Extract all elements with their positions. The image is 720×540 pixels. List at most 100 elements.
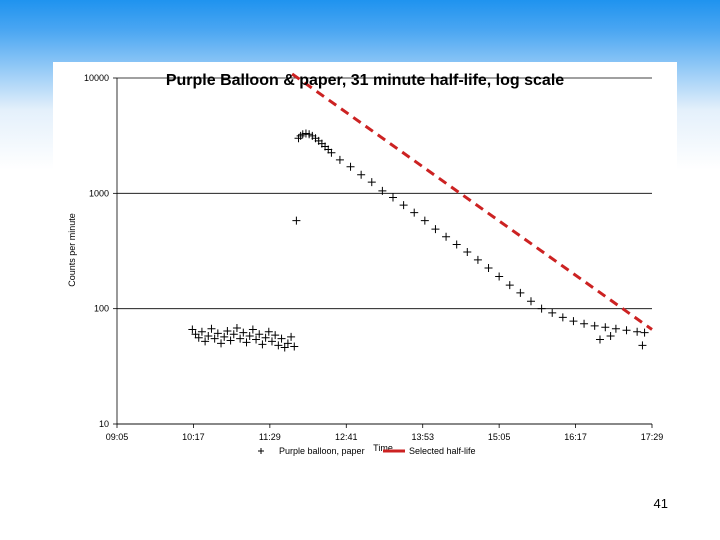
legend-label-halflife: Selected half-life (409, 446, 476, 456)
data-point (274, 341, 283, 350)
data-points (188, 129, 649, 352)
data-point (242, 338, 251, 347)
legend-label-balloon: Purple balloon, paper (279, 446, 365, 456)
x-tick-label: 09:05 (106, 432, 129, 442)
data-point (287, 332, 296, 341)
data-point (569, 317, 578, 326)
data-point (484, 264, 493, 273)
data-point (595, 335, 604, 344)
data-point (290, 342, 299, 351)
data-point (217, 339, 226, 348)
data-point (197, 327, 206, 336)
data-point (367, 178, 376, 187)
y-tick-label: 1000 (89, 188, 109, 198)
x-tick-label: 11:29 (259, 432, 281, 442)
data-point (638, 341, 647, 350)
y-tick-label: 100 (94, 304, 109, 314)
data-point (622, 326, 631, 335)
data-point (633, 327, 642, 336)
data-point (473, 255, 482, 264)
data-point (191, 330, 200, 339)
data-point (388, 193, 397, 202)
x-tick-label: 13:53 (411, 432, 434, 442)
data-point (601, 323, 610, 332)
y-tick-label: 10 (99, 419, 109, 429)
data-point (248, 325, 257, 334)
x-tick-label: 16:17 (564, 432, 587, 442)
data-point (516, 288, 525, 297)
data-point (410, 208, 419, 217)
data-point (324, 145, 333, 154)
data-point (207, 324, 216, 333)
data-point (271, 331, 280, 340)
data-point (463, 247, 472, 256)
chart-panel: 10 100 1000 10000 09:05 10:17 11:29 12:41 13:53 1… (53, 62, 677, 466)
data-point (399, 201, 408, 210)
data-point (226, 336, 235, 345)
data-point (558, 313, 567, 322)
data-point (378, 186, 387, 195)
data-point (452, 240, 461, 249)
data-point (495, 272, 504, 281)
data-point (264, 327, 273, 336)
data-point (213, 329, 222, 338)
data-point (252, 335, 261, 344)
data-point (255, 330, 264, 339)
data-point (188, 325, 197, 334)
data-point (261, 333, 270, 342)
data-point (201, 337, 210, 346)
x-tick-label: 12:41 (335, 432, 358, 442)
data-point (245, 331, 254, 340)
data-point (239, 328, 248, 337)
data-point (335, 155, 344, 164)
data-point (194, 333, 203, 342)
data-point (223, 327, 232, 336)
data-point (210, 334, 219, 343)
data-point (357, 170, 366, 179)
half-life-line (291, 72, 653, 331)
data-point (204, 331, 213, 340)
data-point (277, 334, 286, 343)
data-point (442, 232, 451, 241)
x-axis-label: Time (373, 443, 393, 453)
data-point (548, 308, 557, 317)
slide-number: 41 (653, 496, 668, 511)
data-point (505, 281, 514, 290)
x-tick-label: 10:17 (182, 432, 205, 442)
data-point (431, 225, 440, 234)
data-point (280, 343, 289, 352)
axes (113, 77, 653, 428)
data-point (640, 328, 649, 337)
data-point (590, 321, 599, 330)
data-point (537, 304, 546, 313)
data-point (292, 216, 301, 225)
data-point (420, 216, 429, 225)
data-point (258, 340, 267, 349)
data-point (296, 131, 305, 140)
data-point (305, 130, 314, 139)
data-point (220, 332, 229, 341)
data-point (232, 323, 241, 332)
data-point (611, 324, 620, 333)
x-tick-label: 17:29 (641, 432, 664, 442)
tick-labels: 10 100 1000 10000 09:05 10:17 11:29 12:41 13:53 1… (84, 73, 663, 442)
data-point (301, 129, 310, 138)
data-point (526, 297, 535, 306)
data-point (267, 337, 276, 346)
data-point (283, 339, 292, 348)
data-point (580, 319, 589, 328)
data-point (606, 331, 615, 340)
y-axis-label: Counts per minute (67, 213, 77, 287)
legend: Purple balloon, paper Selected half-life (258, 446, 476, 456)
half-life-line-segment (291, 72, 653, 331)
data-point (346, 162, 355, 171)
data-point (229, 330, 238, 339)
data-point (327, 148, 336, 157)
chart: 10 100 1000 10000 09:05 10:17 11:29 12:41 13:53 1… (67, 72, 663, 456)
grid (117, 77, 652, 425)
chart-title: Purple Balloon & paper, 31 minute half-l… (166, 72, 564, 89)
y-tick-label: 10000 (84, 73, 109, 83)
data-point (236, 334, 245, 343)
x-tick-label: 15:05 (488, 432, 511, 442)
legend-marker-balloon (258, 448, 264, 454)
